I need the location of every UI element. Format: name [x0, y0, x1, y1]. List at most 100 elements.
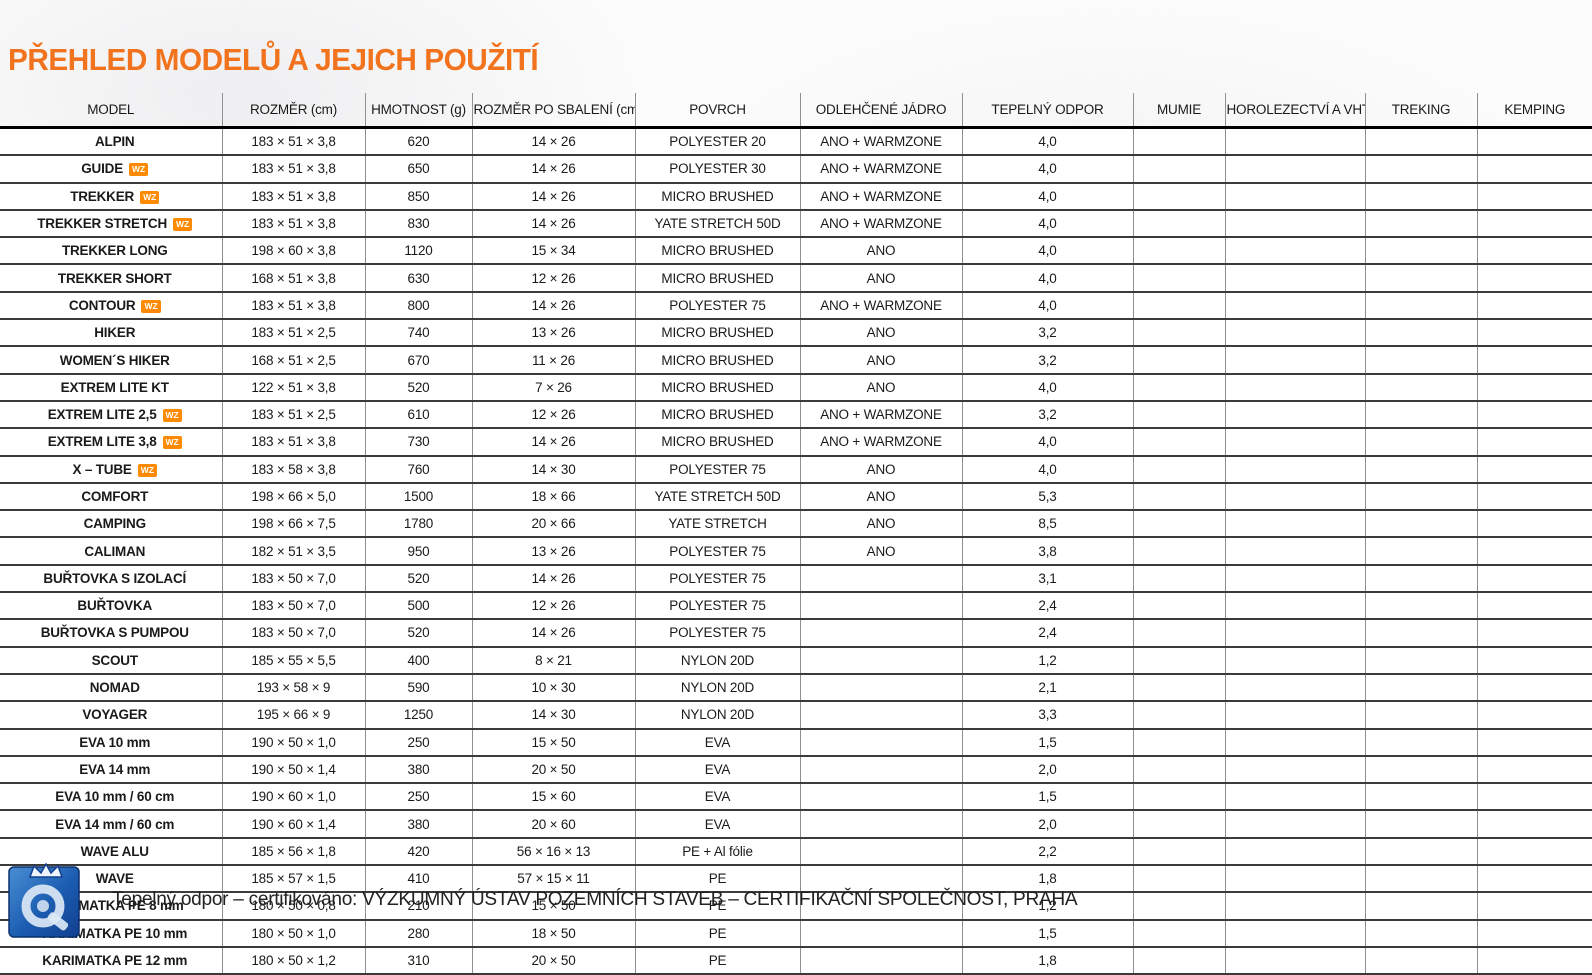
usage-mumie-cell [1132, 127, 1225, 157]
table-row: WAVE ALU 185 × 56 × 1,8 420 56 × 16 × 13 PE … [0, 837, 1592, 867]
model-name: WOMEN´S HIKER [59, 352, 170, 368]
usage-climbing-vht-cell [1224, 455, 1365, 484]
thermal-resistance-cell: 1,8 [961, 946, 1133, 975]
table-row: TREKKER LONG 198 × 60 × 3,8 1120 15 × 34 MIC… [0, 237, 1592, 266]
usage-camping-cell [1476, 592, 1592, 621]
model-name: CONTOUR [68, 297, 136, 313]
dimensions-cell: 198 × 66 × 7,5 [221, 510, 365, 539]
core-cell [799, 946, 962, 975]
model-cell: ALPIN [0, 127, 222, 157]
dimensions-cell: 168 × 51 × 2,5 [221, 346, 365, 375]
model-name: X – TUBE [72, 461, 132, 477]
table-row: BUŘTOVKA S PUMPOU 183 × 50 × 7,0 520 14 × 2… [0, 619, 1592, 648]
surface-cell: EVA [634, 810, 800, 839]
usage-trekking-cell [1364, 619, 1477, 648]
usage-camping-cell [1476, 919, 1592, 948]
surface-cell: YATE STRETCH 50D [634, 482, 800, 512]
table-row: KARIMATKA PE 10 mm 180 × 50 × 1,0 280 18 × … [0, 919, 1592, 948]
crown-icon [28, 862, 64, 878]
usage-camping-cell [1476, 182, 1592, 211]
usage-mumie-cell [1132, 209, 1225, 239]
usage-climbing-vht-cell [1224, 755, 1365, 785]
surface-cell: YATE STRETCH 50D [634, 209, 800, 239]
usage-mumie-cell [1132, 755, 1225, 785]
weight-cell: 760 [364, 455, 472, 484]
usage-trekking-cell [1364, 592, 1477, 621]
usage-camping-cell [1476, 510, 1592, 539]
weight-cell: 1120 [364, 237, 472, 266]
column-header-trekking: TREKING [1364, 93, 1477, 129]
core-cell [799, 701, 962, 730]
core-cell: ANO [799, 373, 962, 402]
usage-climbing-vht-cell [1224, 919, 1365, 948]
dimensions-cell: 190 × 60 × 1,4 [221, 810, 365, 839]
model-cell: SCOUT [0, 646, 222, 675]
core-cell [799, 919, 962, 948]
usage-camping-cell [1476, 755, 1592, 785]
core-cell: ANO [799, 237, 962, 266]
model-name: EVA 10 mm [79, 734, 151, 750]
usage-mumie-cell [1132, 728, 1225, 757]
table-row: EVA 10 mm / 60 cm 190 × 60 × 1,0 250 15 × 6… [0, 783, 1592, 812]
core-cell [799, 646, 962, 675]
weight-cell: 620 [364, 127, 472, 157]
packed-size-cell: 12 × 26 [471, 264, 635, 293]
surface-cell: MICRO BRUSHED [634, 237, 800, 266]
surface-cell: POLYESTER 75 [634, 537, 800, 566]
model-cell: EXTREM LITE 3,8 WZ [0, 428, 222, 457]
surface-cell: MICRO BRUSHED [634, 400, 800, 430]
core-cell: ANO + WARMZONE [799, 155, 962, 184]
core-cell: ANO [799, 482, 962, 512]
table-row: CAMPING 198 × 66 × 7,5 1780 20 × 66 YATE STR… [0, 510, 1592, 539]
model-cell: BUŘTOVKA S PUMPOU [0, 619, 222, 648]
usage-climbing-vht-cell [1224, 537, 1365, 566]
table-row: NOMAD 193 × 58 × 9 590 10 × 30 NYLON 20D 2,1 [0, 673, 1592, 703]
model-cell: TREKKER WZ [0, 182, 222, 211]
usage-climbing-vht-cell [1224, 946, 1365, 975]
warmzone-badge: WZ [173, 218, 193, 232]
model-name: NOMAD [89, 680, 140, 696]
usage-climbing-vht-cell [1224, 646, 1365, 675]
usage-camping-cell [1476, 946, 1592, 975]
packed-size-cell: 15 × 60 [471, 783, 635, 812]
thermal-resistance-cell: 2,0 [961, 755, 1133, 785]
model-name: KARIMATKA PE 8 mm [45, 898, 184, 914]
weight-cell: 1780 [364, 510, 472, 539]
dimensions-cell: 190 × 50 × 1,0 [221, 728, 365, 757]
model-cell: EXTREM LITE 2,5 WZ [0, 400, 222, 430]
surface-cell: POLYESTER 75 [634, 291, 800, 321]
model-name: BUŘTOVKA S IZOLACÍ [43, 570, 187, 586]
usage-mumie-cell [1132, 400, 1225, 430]
thermal-resistance-cell: 1,5 [961, 783, 1133, 812]
thermal-resistance-cell: 2,4 [961, 592, 1133, 621]
usage-mumie-cell [1132, 319, 1225, 348]
table-row: EXTREM LITE 2,5 WZ 183 × 51 × 2,5 610 12 × 2… [0, 400, 1592, 430]
usage-camping-cell [1476, 482, 1592, 512]
models-table: MODEL ROZMĚR (cm) HMOTNOST (g) ROZMĚR PO SB… [0, 93, 1592, 975]
dimensions-cell: 185 × 55 × 5,5 [221, 646, 365, 675]
thermal-resistance-cell: 1,2 [961, 892, 1133, 921]
table-body: ALPIN 183 × 51 × 3,8 620 14 × 26 POLYESTER 2… [0, 127, 1592, 975]
weight-cell: 1250 [364, 701, 472, 730]
usage-mumie-cell [1132, 564, 1225, 594]
core-cell [799, 783, 962, 812]
packed-size-cell: 14 × 26 [471, 564, 635, 594]
usage-climbing-vht-cell [1224, 673, 1365, 703]
usage-camping-cell [1476, 237, 1592, 266]
usage-climbing-vht-cell [1224, 865, 1365, 894]
core-cell: ANO + WARMZONE [799, 182, 962, 211]
core-cell: ANO + WARMZONE [799, 291, 962, 321]
column-header-dimensions: ROZMĚR (cm) [221, 93, 365, 129]
usage-climbing-vht-cell [1224, 182, 1365, 211]
usage-climbing-vht-cell [1224, 155, 1365, 184]
model-name: TREKKER LONG [61, 243, 168, 259]
model-cell: EXTREM LITE KT [0, 373, 222, 402]
warmzone-badge: WZ [162, 409, 182, 423]
usage-trekking-cell [1364, 127, 1477, 157]
table-row: GUIDE WZ 183 × 51 × 3,8 650 14 × 26 POLYESTER… [0, 155, 1592, 184]
model-name: KARIMATKA PE 12 mm [42, 953, 188, 969]
core-cell: ANO [799, 264, 962, 293]
usage-climbing-vht-cell [1224, 127, 1365, 157]
packed-size-cell: 13 × 26 [471, 537, 635, 566]
thermal-resistance-cell: 4,0 [961, 264, 1133, 293]
